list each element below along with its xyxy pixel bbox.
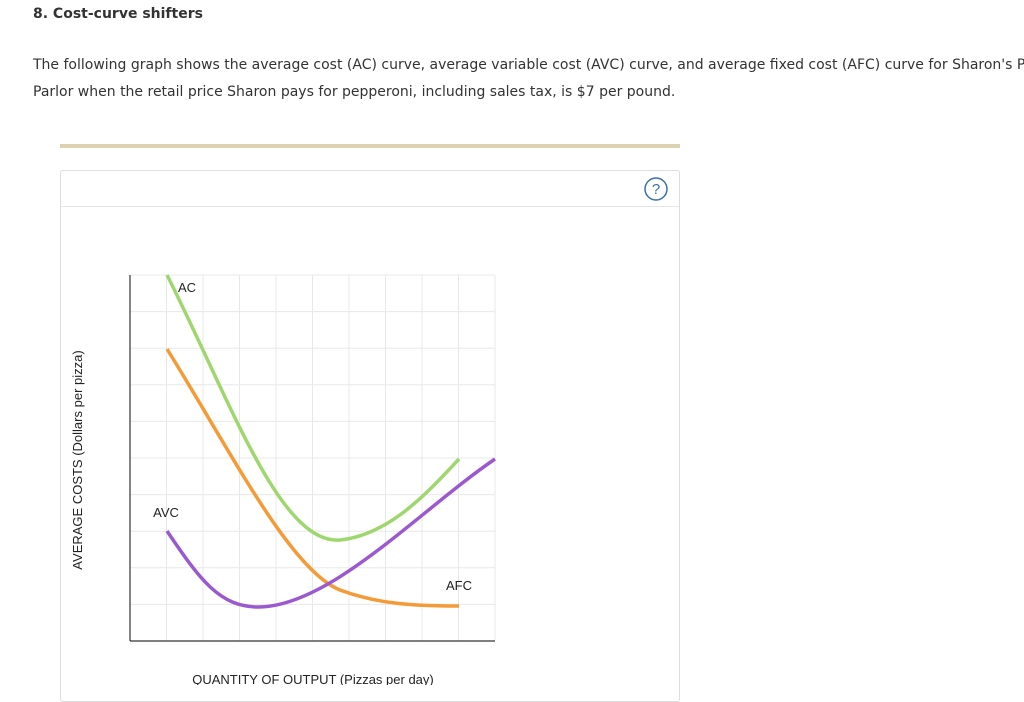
- intro-line: The following graph shows the average co…: [33, 57, 1024, 73]
- graph: AC AVC AFC AVERAGE COSTS (Dollars per pi…: [70, 177, 668, 685]
- page: {"header": {"title": "8. Cost-curve shif…: [33, 6, 1024, 702]
- curve-label: AFC: [446, 578, 472, 593]
- divider: [60, 144, 680, 148]
- intro-line: Parlor when the retail price Sharon pays…: [33, 84, 676, 100]
- grid: [130, 274, 496, 641]
- avc-curve: [165, 457, 496, 609]
- help-icon[interactable]: ?: [652, 181, 660, 198]
- x-axis-label: QUANTITY OF OUTPUT (Pizzas per day): [192, 672, 434, 685]
- help-button[interactable]: [644, 177, 668, 201]
- ac-curve: [165, 274, 461, 542]
- curve-label: AVC: [153, 505, 179, 520]
- y-axis-label: AVERAGE COSTS (Dollars per pizza): [70, 350, 85, 569]
- afc-curve: [165, 348, 460, 608]
- question-title: 8. Cost-curve shifters: [33, 6, 203, 22]
- intro-text: The following graph shows the average co…: [33, 52, 1024, 106]
- curve-label: AC: [178, 280, 196, 295]
- panel-header-line: [61, 206, 679, 207]
